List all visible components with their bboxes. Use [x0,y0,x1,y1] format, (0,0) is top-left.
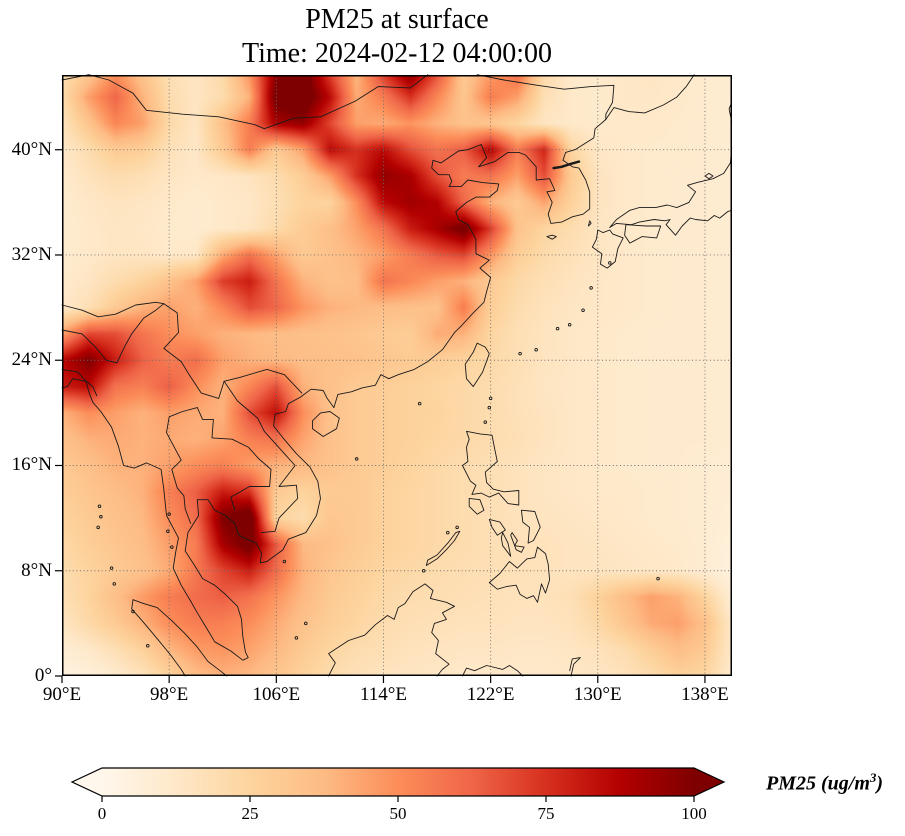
island-palawan [425,530,461,566]
islet [581,308,585,312]
island-samar-leyte [520,509,541,544]
islet [488,396,493,401]
colorbar-tick-label: 50 [389,804,407,823]
island-honshu-south [609,209,733,236]
colorbar-tick-label: 100 [681,804,707,823]
island-tsushima [587,220,592,227]
lon-tick-label: 114°E [359,684,407,705]
border-china-sw [163,303,303,399]
islet [166,529,170,534]
island-jeju [546,234,557,240]
lon-tick-label: 98°E [150,684,189,705]
border-bangladesh [61,368,98,397]
islet [555,326,560,331]
coast-mainland [61,119,607,661]
island-sulawesi-fragment [462,665,524,677]
island-halmahera-fragment [569,657,581,677]
island-borneo [328,583,455,677]
island-panay [488,518,506,536]
island-mindanao [488,546,551,603]
island-mindoro [468,497,485,515]
island-sumatra-east [132,599,228,677]
islet [518,351,522,356]
border-india-myanmar [61,303,165,364]
island-sumatra-west [131,599,186,677]
border-myanmar-thailand [166,407,198,524]
colorbar: 0 25 50 75 100 [60,764,740,834]
islet [109,566,114,570]
islet [567,322,572,327]
map-overlay [55,74,733,683]
lon-axis-labels: 90°E 98°E 106°E 114°E 122°E 130°E 138°E [43,683,732,709]
colorbar-bar [70,767,726,797]
islet [294,636,299,640]
colorbar-label-superscript: 3 [869,770,877,785]
islet [534,347,538,352]
coast-primorye [605,74,695,120]
islet [97,504,102,509]
islet [455,525,459,530]
lon-tick-label: 130°E [573,684,622,705]
lat-tick-label: 24°N [11,349,52,371]
islet [304,621,308,626]
colorbar-tick-label: 25 [241,804,259,823]
lon-tick-label: 90°E [42,684,82,705]
lat-tick-label: 40°N [11,138,52,160]
border-himalaya [61,301,165,318]
islet [483,420,488,424]
island-cebu [510,532,518,547]
chart-title: PM25 at surface [305,4,489,35]
border-russia-ne [476,74,615,120]
lon-tick-label: 138°E [681,684,729,705]
border-thailand-laos [196,407,272,511]
colorbar-label-close: ) [876,772,884,795]
lat-tick-label: 32°N [11,243,52,265]
island-taiwan [464,342,490,388]
map-panel [55,74,733,683]
lat-axis-labels: 0° 8°N 16°N 24°N 32°N 40°N [0,75,52,686]
island-luzon [462,430,520,506]
colorbar-tick-label: 0 [97,804,107,823]
colorbar-gradient [70,767,726,802]
islet [167,512,171,516]
lat-tick-label: 8°N [21,559,52,581]
islet [96,525,100,530]
border-laos-vietnam [223,380,299,534]
island-negros [500,532,512,557]
border-mongolia [61,74,429,130]
map-frame [62,75,732,676]
island-honshu-north [609,146,733,228]
islet [145,643,150,648]
island-kyushu [591,229,624,269]
islet [112,582,116,586]
chart-title-block: PM25 at surface Time: 2024-02-12 04:00:0… [62,3,732,71]
lat-tick-label: 0° [34,665,52,686]
islet [282,559,287,564]
lon-tick-label: 122°E [466,684,515,705]
islet [131,609,135,614]
chart-subtitle: Time: 2024-02-12 04:00:00 [241,38,553,69]
islet [589,286,593,290]
islet [417,401,422,406]
islet [487,405,492,410]
colorbar-label-text: PM25 (ug/m [766,772,870,795]
lon-tick-label: 106°E [252,684,301,705]
island-bohol [514,545,525,553]
colorbar-label: PM25 (ug/m3) [766,770,883,796]
islet [170,545,174,549]
islet [656,576,660,581]
border-korea-dmz [552,160,581,170]
island-sado [704,172,714,180]
island-hainan [312,411,340,437]
islet [608,261,612,265]
lat-tick-label: 16°N [11,454,52,476]
island-shikoku [624,224,662,244]
islet [354,457,359,461]
islet [421,568,426,573]
islet [446,530,450,535]
colorbar-tick-label: 75 [537,804,555,823]
islet [99,515,103,519]
